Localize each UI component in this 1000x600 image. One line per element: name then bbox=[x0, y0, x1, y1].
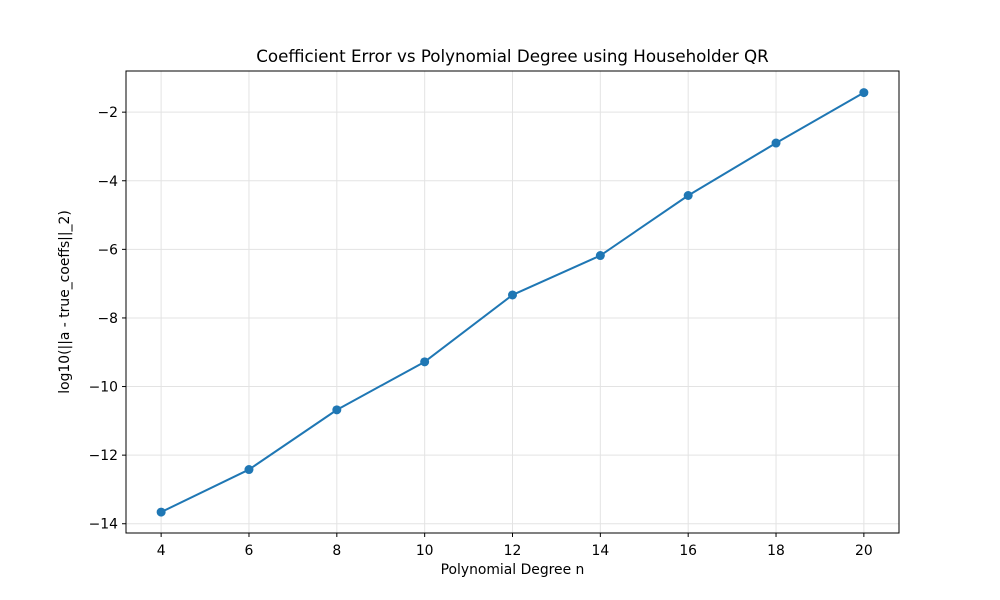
x-tick-label: 6 bbox=[245, 543, 254, 559]
y-tick-label: −10 bbox=[89, 380, 118, 396]
data-point-marker bbox=[508, 290, 517, 300]
x-tick-label: 18 bbox=[767, 543, 785, 559]
grid-layer bbox=[126, 71, 899, 533]
x-axis-label: Polynomial Degree n bbox=[441, 562, 585, 578]
data-point-marker bbox=[420, 357, 430, 367]
chart-title: Coefficient Error vs Polynomial Degree u… bbox=[256, 46, 769, 66]
y-tick-label: −6 bbox=[98, 242, 118, 258]
y-tick-label: −8 bbox=[98, 311, 118, 327]
y-tick-label: −4 bbox=[98, 174, 119, 190]
data-point-marker bbox=[771, 138, 781, 148]
axis-layer: 4 6 8 10 12 14 16 18 20 −14 −12 −10 −8 −6 −4 −2 bbox=[89, 105, 873, 559]
data-point-marker bbox=[595, 251, 605, 261]
plot-border bbox=[125, 70, 900, 534]
x-tick-label: 14 bbox=[591, 543, 609, 559]
data-point-marker bbox=[332, 405, 342, 415]
x-tick-label: 20 bbox=[855, 543, 873, 559]
x-tick-label: 10 bbox=[416, 543, 434, 559]
x-tick-label: 16 bbox=[679, 543, 697, 559]
y-tick-label: −2 bbox=[98, 105, 118, 121]
data-point-marker bbox=[244, 465, 254, 475]
data-point-marker bbox=[683, 191, 693, 201]
y-axis-label: log10(||a - true_coeffs||_2) bbox=[57, 210, 73, 394]
y-tick-label: −12 bbox=[89, 448, 118, 464]
x-tick-label: 4 bbox=[157, 543, 166, 559]
data-point-marker bbox=[156, 507, 166, 517]
x-tick-label: 12 bbox=[504, 543, 522, 559]
x-tick-label: 8 bbox=[332, 543, 341, 559]
data-point-marker bbox=[859, 88, 869, 98]
y-tick-label: −14 bbox=[89, 517, 118, 533]
series-layer bbox=[156, 88, 869, 517]
